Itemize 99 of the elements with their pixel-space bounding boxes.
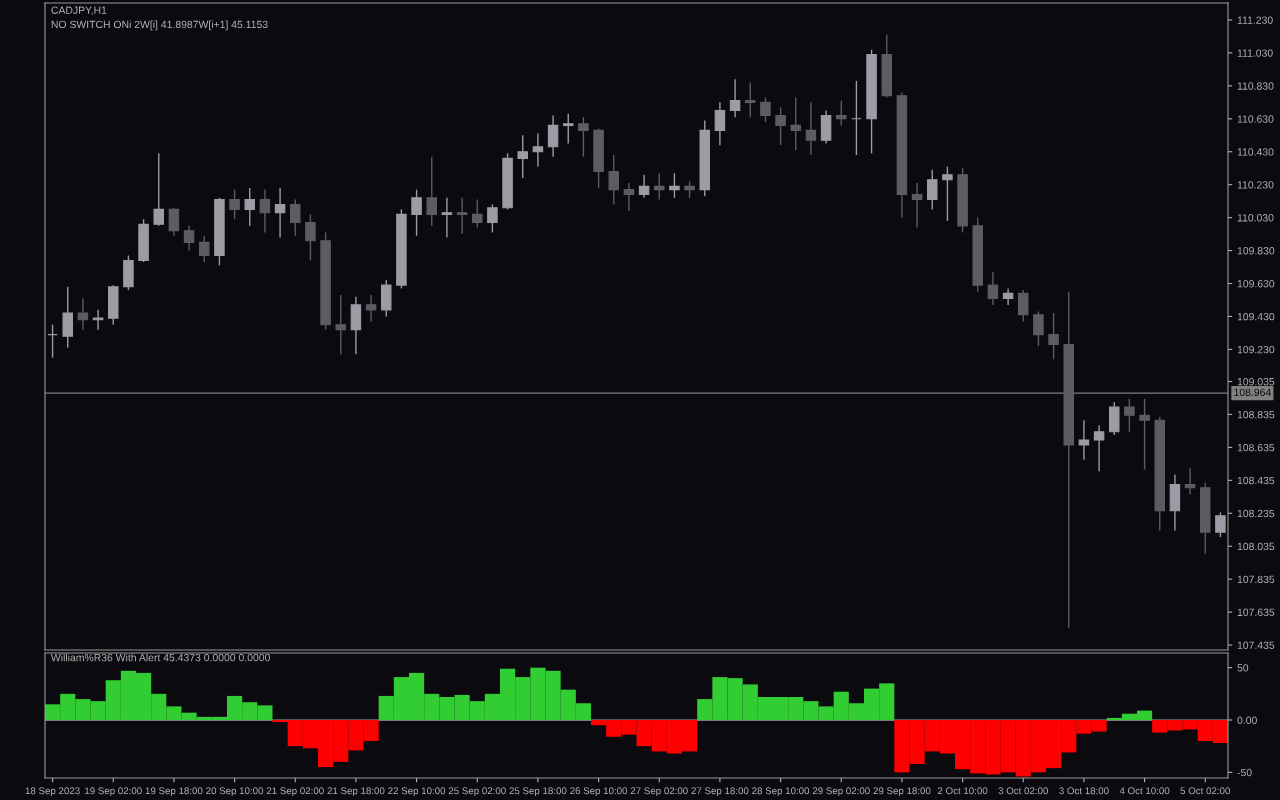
candlestick [183,225,195,252]
candlestick [532,132,544,168]
y-tick-label: 110.630 [1237,115,1274,123]
y-tick-label: 108.835 [1237,410,1275,419]
y-tick-label: 107.635 [1237,608,1275,616]
candlestick [305,213,316,262]
candlestick [562,113,574,145]
candlestick [517,134,529,179]
x-tick-label: 21 Sep 02:00 [266,787,324,797]
candlestick [168,207,180,237]
candlestick [623,182,635,212]
x-tick-label: 28 Sep 10:00 [752,787,810,797]
x-tick-label: 4 Oct 10:00 [1119,787,1170,795]
y-tick-label: 110.030 [1237,214,1274,222]
candlestick [365,294,377,323]
candlestick [244,187,256,227]
candlestick [1002,287,1014,306]
candlestick [274,187,286,239]
x-tick-label: 25 Sep 18:00 [509,787,567,797]
candlestick [471,198,483,229]
candlestick [411,188,422,237]
candlestick [911,182,923,229]
candlestick [805,101,817,156]
x-tick-label: 2 Oct 10:00 [937,787,988,795]
y-tick-label: 50 [1237,664,1249,672]
candlestick [790,96,802,151]
candlestick [229,188,240,220]
candlestick [775,106,786,146]
candlestick [426,155,438,227]
y-tick-label: 109.830 [1237,247,1275,255]
y-tick-label: 109.630 [1237,280,1275,288]
candlestick [987,271,999,306]
candlestick [1048,312,1059,360]
candlestick [441,197,453,239]
candlestick [638,174,650,199]
x-tick-label: 27 Sep 02:00 [630,787,688,797]
y-tick-label: 109.430 [1237,312,1275,321]
x-tick-label: 21 Sep 18:00 [327,787,385,797]
candlestick [729,78,741,118]
x-tick-label: 3 Oct 18:00 [1059,787,1109,795]
x-tick-label: 19 Sep 18:00 [145,787,203,797]
candlestick [1139,398,1150,471]
x-tick-label: 19 Sep 02:00 [85,787,142,797]
candlestick [1078,419,1090,461]
y-tick-label: 108.235 [1237,509,1275,518]
candlestick [851,80,862,156]
ref-line-label: 108.964 [1234,388,1271,397]
y-tick-label: 107.835 [1237,575,1275,584]
candlestick [926,169,938,211]
candlestick [653,172,665,201]
candlestick [714,101,726,146]
x-tick-label: 20 Sep 10:00 [206,787,264,797]
text: NO SWITCH ONi 2W[i] 41.8987W[i+1] 45.1153 [51,20,268,31]
y-tick-label: 0.00 [1237,716,1257,724]
candlestick [62,286,74,349]
y-tick-label: 111.230 [1237,16,1273,24]
candlestick [578,116,589,158]
candlestick [608,154,620,206]
candlestick [259,188,271,234]
y-tick-label: 109.035 [1237,378,1275,386]
candlestick [942,165,953,222]
y-tick-label: 107.435 [1237,641,1275,649]
candlestick [760,96,771,123]
y-tick-label: 109.230 [1237,345,1275,354]
x-tick-label: 25 Sep 02:00 [448,787,506,797]
candlestick [335,294,347,356]
candlestick [1124,398,1135,433]
x-tick-label: 3 Oct 02:00 [998,787,1048,795]
y-tick-label: 110.430 [1237,148,1274,156]
chart-title: CADJPY,H1 [51,6,107,16]
candlestick [835,99,847,127]
candlestick [744,81,756,118]
x-tick-label: 29 Sep 02:00 [812,787,870,797]
x-tick-label: 27 Sep 18:00 [691,787,749,797]
candlestick [198,235,210,263]
x-tick-label: 18 Sep 2023 [25,787,80,797]
y-tick-label: 111.030 [1237,49,1273,57]
candlestick [456,197,468,235]
y-tick-label: -50 [1237,768,1252,777]
y-tick-label: 108.635 [1237,443,1275,452]
chart-title: William%R36 With Alert 45.4373 0.0000 0.0000 [50,653,270,662]
y-tick-label: 110.230 [1237,181,1274,189]
candlestick [47,323,58,359]
y-tick-label: 108.435 [1237,476,1275,485]
candlestick [1093,424,1105,472]
candlestick [669,172,680,199]
candlestick [1017,289,1029,323]
candlestick [92,309,104,331]
candlestick [487,203,498,234]
y-tick-label: 108.035 [1237,542,1275,551]
candlestick [153,152,165,227]
candlestick [289,198,301,237]
x-tick-label: 29 Sep 18:00 [873,787,931,797]
x-tick-label: 5 Oct 02:00 [1180,787,1230,795]
candlestick [1033,310,1044,347]
x-tick-label: 22 Sep 10:00 [388,787,446,797]
candlestick [547,114,559,158]
y-tick-label: 110.830 [1237,82,1274,90]
x-tick-label: 26 Sep 10:00 [570,787,628,797]
